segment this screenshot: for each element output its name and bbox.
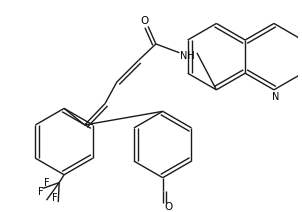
Text: NH: NH	[180, 51, 194, 61]
Text: O: O	[165, 202, 173, 212]
Text: N: N	[272, 92, 280, 102]
Text: O: O	[140, 17, 148, 26]
Text: F: F	[44, 178, 49, 188]
Text: F: F	[38, 187, 43, 197]
Text: F: F	[52, 193, 57, 203]
